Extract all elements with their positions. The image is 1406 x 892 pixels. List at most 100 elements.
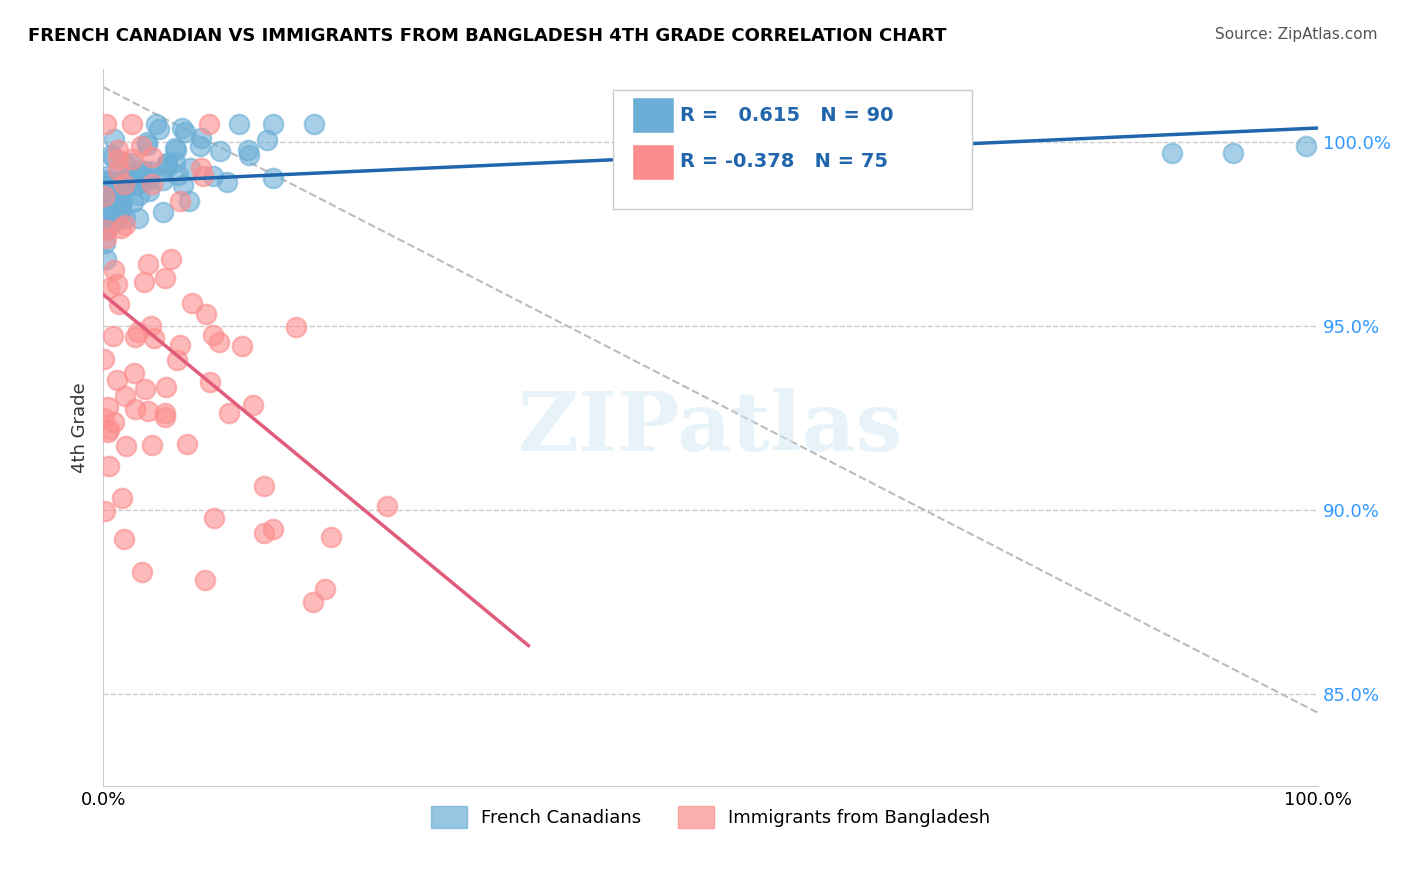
Point [105, 373, 128, 387]
Point [96, 169, 118, 183]
Point [121, 152, 143, 166]
Point [94, 503, 117, 517]
Point [93, 189, 115, 203]
Point [122, 366, 145, 380]
Point [138, 171, 160, 186]
Point [108, 209, 131, 223]
Point [136, 138, 159, 153]
Point [153, 406, 176, 420]
Point [138, 185, 160, 199]
Point [188, 138, 211, 153]
Point [114, 218, 136, 232]
Point [242, 399, 264, 413]
Point [115, 171, 138, 186]
Point [125, 178, 148, 193]
Point [107, 182, 129, 196]
Point [108, 180, 131, 194]
Point [96, 223, 118, 237]
Point [103, 415, 125, 429]
Point [93, 352, 115, 367]
Point [100, 209, 122, 223]
Point [96, 207, 118, 221]
Point [120, 156, 142, 170]
Point [156, 157, 179, 171]
Point [107, 152, 129, 166]
Point [177, 194, 200, 208]
Point [202, 510, 225, 524]
Point [253, 525, 276, 540]
Point [107, 195, 129, 210]
Point [115, 438, 138, 452]
Point [1295, 138, 1317, 153]
Point [193, 169, 215, 183]
Point [101, 198, 124, 212]
Point [194, 573, 217, 587]
Point [155, 409, 177, 424]
Point [135, 165, 157, 179]
Legend: French Canadians, Immigrants from Bangladesh: French Canadians, Immigrants from Bangla… [423, 798, 998, 835]
Point [101, 150, 124, 164]
Point [314, 582, 336, 597]
Point [155, 271, 177, 285]
Point [103, 215, 125, 229]
Point [101, 328, 124, 343]
Point [127, 325, 149, 339]
Point [103, 263, 125, 277]
Point [112, 177, 135, 191]
Point [166, 352, 188, 367]
Point [110, 221, 132, 235]
Point [141, 178, 163, 192]
Point [139, 318, 162, 333]
Point [107, 144, 129, 158]
Point [127, 211, 149, 226]
Point [284, 320, 307, 334]
Point [124, 401, 146, 416]
Point [96, 179, 118, 194]
Point [236, 143, 259, 157]
Point [228, 117, 250, 131]
Point [136, 169, 159, 184]
FancyBboxPatch shape [631, 97, 675, 133]
Point [124, 330, 146, 344]
Point [179, 161, 201, 175]
Point [111, 176, 134, 190]
Point [152, 173, 174, 187]
Point [181, 295, 204, 310]
Point [97, 178, 120, 192]
Point [155, 160, 177, 174]
Point [156, 155, 179, 169]
Point [132, 275, 155, 289]
FancyBboxPatch shape [613, 90, 972, 209]
Point [262, 171, 284, 186]
Point [208, 145, 231, 159]
Point [114, 211, 136, 226]
Point [100, 187, 122, 202]
Point [110, 202, 132, 217]
Point [121, 117, 143, 131]
Point [103, 194, 125, 209]
Point [170, 120, 193, 135]
Point [107, 163, 129, 178]
Point [94, 117, 117, 131]
Point [129, 163, 152, 178]
Point [94, 235, 117, 250]
Text: Source: ZipAtlas.com: Source: ZipAtlas.com [1215, 27, 1378, 42]
Point [101, 192, 124, 206]
Point [215, 175, 238, 189]
Point [218, 406, 240, 420]
Point [319, 530, 342, 544]
Point [110, 186, 132, 201]
Point [98, 422, 121, 436]
Point [174, 125, 197, 139]
Point [148, 121, 170, 136]
Point [138, 257, 160, 271]
Point [198, 375, 221, 389]
Point [105, 277, 128, 291]
Point [129, 139, 152, 153]
Text: R = -0.378   N = 75: R = -0.378 N = 75 [681, 153, 889, 171]
Point [160, 252, 183, 266]
Point [128, 168, 150, 182]
Point [208, 334, 231, 349]
Point [195, 307, 218, 321]
Point [139, 163, 162, 178]
